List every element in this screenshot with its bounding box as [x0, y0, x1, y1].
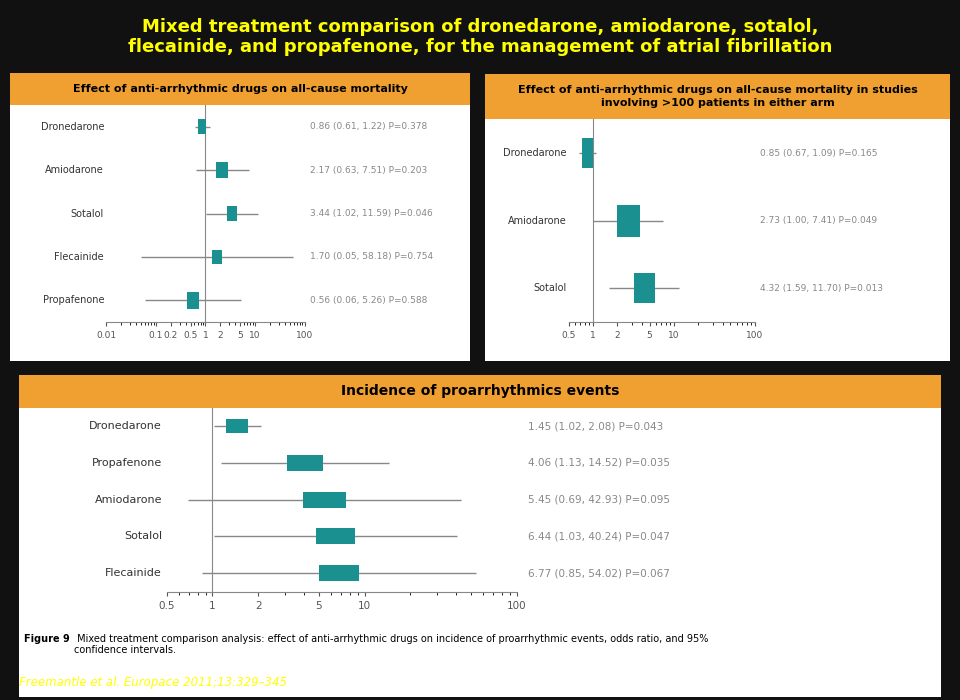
Bar: [316, 528, 355, 545]
Text: 0.86 (0.61, 1.22) P=0.378: 0.86 (0.61, 1.22) P=0.378: [310, 122, 427, 132]
Text: Effect of anti-arrhythmic drugs on all-cause mortality in studies
involving >100: Effect of anti-arrhythmic drugs on all-c…: [517, 85, 918, 108]
Text: Mixed treatment comparison of dronedarone, amiodarone, sotalol,: Mixed treatment comparison of dronedaron…: [142, 18, 818, 36]
Bar: [634, 273, 655, 303]
Text: 2.17 (0.63, 7.51) P=0.203: 2.17 (0.63, 7.51) P=0.203: [310, 166, 427, 174]
Bar: [319, 565, 359, 581]
Text: Propafenone: Propafenone: [42, 295, 104, 305]
Bar: [287, 455, 324, 470]
Text: 6.44 (1.03, 40.24) P=0.047: 6.44 (1.03, 40.24) P=0.047: [528, 531, 670, 541]
Bar: [582, 138, 593, 169]
Text: 0.85 (0.67, 1.09) P=0.165: 0.85 (0.67, 1.09) P=0.165: [760, 148, 878, 158]
Text: Sotalol: Sotalol: [533, 284, 566, 293]
Text: Propafenone: Propafenone: [92, 458, 162, 468]
Text: 5.45 (0.69, 42.93) P=0.095: 5.45 (0.69, 42.93) P=0.095: [528, 495, 670, 505]
Text: 2.73 (1.00, 7.41) P=0.049: 2.73 (1.00, 7.41) P=0.049: [760, 216, 877, 225]
Text: 6.77 (0.85, 54.02) P=0.067: 6.77 (0.85, 54.02) P=0.067: [528, 568, 670, 578]
Bar: [212, 249, 222, 265]
Text: Amiodarone: Amiodarone: [94, 495, 162, 505]
Bar: [198, 119, 206, 134]
Bar: [227, 419, 248, 433]
Text: 4.32 (1.59, 11.70) P=0.013: 4.32 (1.59, 11.70) P=0.013: [760, 284, 883, 293]
Bar: [227, 206, 237, 221]
Text: 1.70 (0.05, 58.18) P=0.754: 1.70 (0.05, 58.18) P=0.754: [310, 253, 433, 261]
Text: Flecainide: Flecainide: [55, 252, 104, 262]
Text: Flecainide: Flecainide: [106, 568, 162, 578]
Text: Mixed treatment comparison analysis: effect of anti-arrhythmic drugs on incidenc: Mixed treatment comparison analysis: eff…: [74, 634, 708, 655]
Text: Sotalol: Sotalol: [124, 531, 162, 541]
Text: 4.06 (1.13, 14.52) P=0.035: 4.06 (1.13, 14.52) P=0.035: [528, 458, 670, 468]
Text: flecainide, and propafenone, for the management of atrial fibrillation: flecainide, and propafenone, for the man…: [128, 38, 832, 57]
Text: 0.56 (0.06, 5.26) P=0.588: 0.56 (0.06, 5.26) P=0.588: [310, 296, 427, 304]
Text: Sotalol: Sotalol: [71, 209, 104, 218]
Text: Dronedarone: Dronedarone: [40, 122, 104, 132]
Text: Freemantle et al. Europace 2011;13:329–345: Freemantle et al. Europace 2011;13:329–3…: [19, 676, 287, 689]
Text: 3.44 (1.02, 11.59) P=0.046: 3.44 (1.02, 11.59) P=0.046: [310, 209, 433, 218]
Bar: [303, 491, 346, 508]
Text: Dronedarone: Dronedarone: [503, 148, 566, 158]
Text: 1.45 (1.02, 2.08) P=0.043: 1.45 (1.02, 2.08) P=0.043: [528, 421, 663, 431]
Bar: [187, 292, 199, 309]
Text: Amiodarone: Amiodarone: [45, 165, 104, 175]
Text: Amiodarone: Amiodarone: [508, 216, 566, 225]
Text: Figure 9: Figure 9: [24, 634, 70, 643]
Text: Effect of anti-arrhythmic drugs on all-cause mortality: Effect of anti-arrhythmic drugs on all-c…: [73, 84, 407, 95]
Bar: [617, 204, 639, 237]
Text: Dronedarone: Dronedarone: [89, 421, 162, 431]
Bar: [216, 162, 228, 178]
Text: Incidence of proarrhythmics events: Incidence of proarrhythmics events: [341, 384, 619, 398]
